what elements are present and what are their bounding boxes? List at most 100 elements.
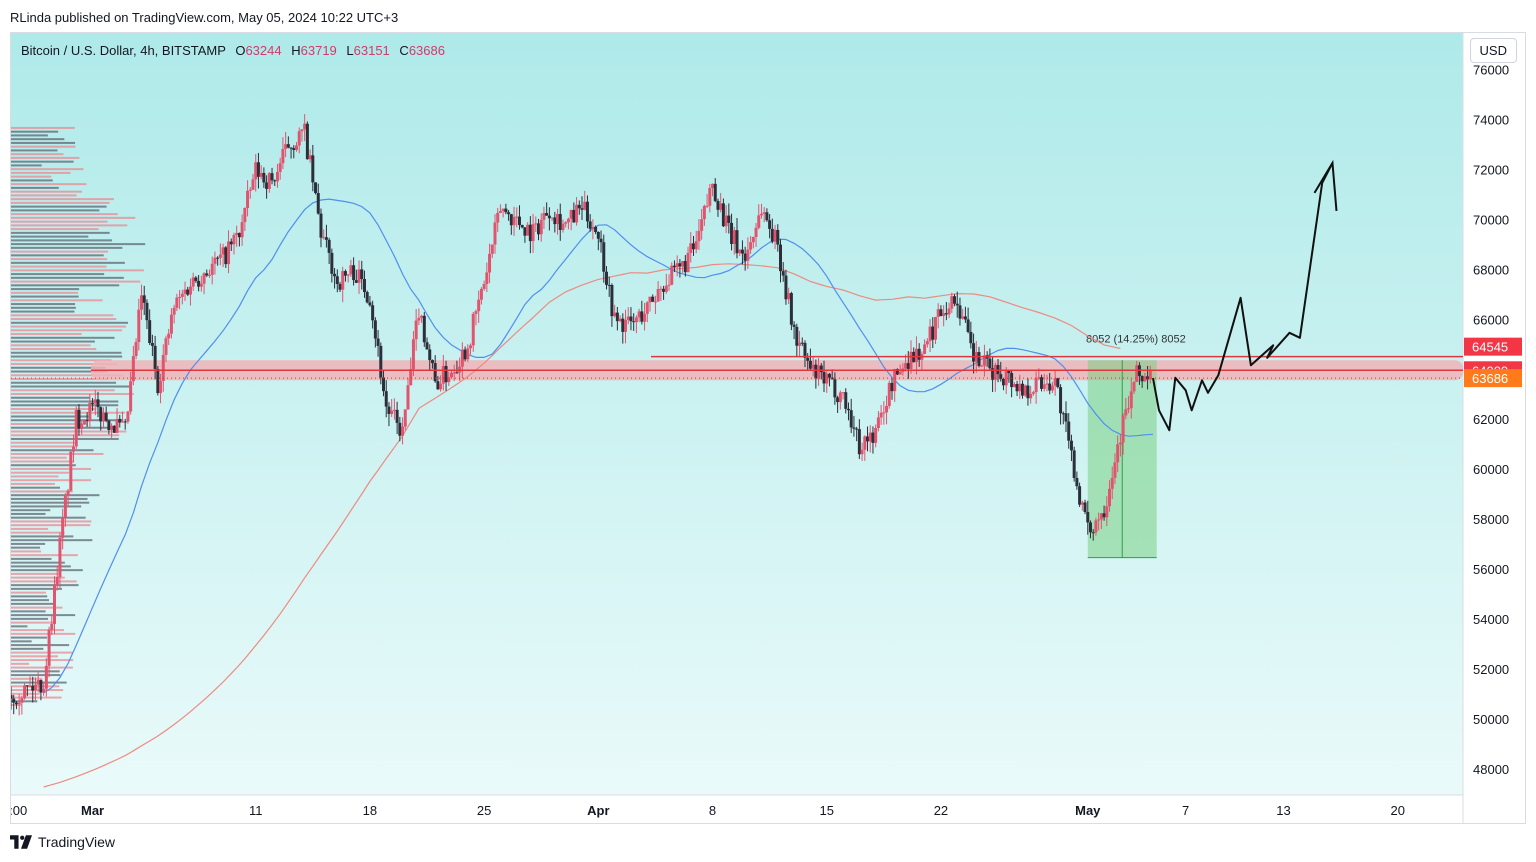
candle-body — [237, 232, 241, 238]
candle-body — [604, 271, 608, 285]
candle-body — [164, 338, 168, 355]
published-by-line: RLinda published on TradingView.com, May… — [10, 10, 399, 25]
candle-body — [876, 417, 880, 429]
candle-body — [126, 411, 130, 422]
volume-profile-bar — [11, 617, 49, 620]
candle-body — [267, 173, 271, 189]
candle-body — [1078, 486, 1082, 505]
volume-profile-bar — [11, 441, 76, 444]
candle-body — [368, 302, 372, 306]
candle-body — [360, 269, 364, 280]
candle-body — [1045, 383, 1049, 385]
volume-profile-bar — [11, 411, 126, 414]
candle-body — [651, 296, 655, 302]
volume-profile-bar — [11, 216, 136, 219]
candle-body — [447, 377, 451, 383]
candle-body — [520, 225, 524, 228]
candle-body — [1099, 513, 1103, 520]
volume-profile-bar — [11, 299, 103, 302]
candle-body — [898, 371, 902, 375]
price-tick-label: 74000 — [1473, 112, 1509, 127]
candle-body — [955, 303, 959, 306]
candle-body — [191, 277, 195, 287]
candle-body — [885, 405, 889, 413]
volume-profile-bar — [11, 524, 91, 527]
candle-body — [583, 201, 587, 210]
candle-body — [860, 449, 864, 455]
volume-profile-bar — [11, 381, 117, 384]
candle-body — [855, 428, 859, 430]
candle-body — [594, 226, 598, 233]
candle-body — [365, 292, 369, 303]
candle-body — [887, 382, 891, 406]
volume-profile-bar — [11, 190, 82, 193]
volume-profile-bar — [11, 209, 100, 212]
volume-profile-bar — [11, 546, 41, 549]
candle-body — [939, 309, 943, 317]
candle-body — [561, 223, 565, 230]
time-tick-label: 11 — [249, 803, 263, 818]
candle-body — [1135, 365, 1139, 383]
candle-body — [746, 249, 750, 261]
volume-profile-bar — [11, 363, 118, 366]
candle-body — [101, 412, 105, 422]
candle-body — [569, 209, 573, 219]
candle-body — [596, 232, 600, 239]
volume-profile-bar — [11, 273, 105, 276]
candle-body — [395, 409, 399, 423]
candle-body — [216, 257, 220, 259]
low-key: L — [346, 43, 354, 58]
candle-body — [376, 338, 380, 346]
candle-body — [893, 369, 897, 392]
candle-body — [1072, 450, 1076, 478]
candle-body — [719, 203, 723, 210]
volume-profile-bar — [11, 557, 52, 560]
candle-body — [145, 302, 149, 321]
candle-body — [1088, 522, 1092, 533]
candle-body — [664, 285, 668, 292]
candle-body — [1040, 377, 1044, 389]
volume-profile-bar — [11, 213, 118, 216]
candle-body — [1118, 442, 1122, 445]
candle-body — [779, 244, 783, 272]
candle-body — [732, 230, 736, 245]
candle-body — [806, 357, 810, 361]
candle-body — [349, 265, 353, 275]
volume-profile-bar — [11, 422, 88, 425]
price-tag-label: 63686 — [1472, 371, 1508, 386]
volume-profile-bar — [11, 134, 48, 137]
candle-body — [104, 412, 108, 421]
volume-profile-bar — [11, 467, 91, 470]
candle-body — [314, 182, 318, 194]
candle-body — [327, 239, 331, 253]
volume-profile-bar — [11, 677, 43, 680]
candle-body — [512, 216, 516, 226]
candle-body — [490, 244, 494, 254]
candle-body — [1042, 384, 1046, 389]
candle-body — [501, 208, 505, 212]
volume-profile-bar — [11, 434, 120, 437]
volume-profile-bar — [11, 542, 46, 545]
currency-button[interactable]: USD — [1469, 38, 1517, 63]
candle-body — [224, 247, 228, 265]
candle-body — [11, 695, 13, 699]
candle-body — [618, 318, 622, 322]
candle-body — [469, 345, 473, 349]
candle-body — [836, 397, 840, 403]
candle-body — [1067, 421, 1071, 441]
chart-canvas[interactable]: 8052 (14.25%) 8052 76000 74000 72000 70000 6… — [11, 33, 1526, 824]
chart-frame[interactable]: 8052 (14.25%) 8052 76000 74000 72000 70000 6… — [10, 32, 1526, 824]
candle-body — [69, 451, 73, 491]
volume-profile-bar — [11, 629, 65, 632]
candle-body — [653, 301, 657, 303]
volume-profile-bar — [11, 580, 77, 583]
candle-body — [844, 392, 848, 409]
candle-body — [455, 372, 459, 374]
volume-profile-bar — [11, 640, 32, 643]
volume-profile-bar — [11, 494, 100, 497]
candle-body — [297, 131, 301, 146]
volume-profile-bar — [11, 310, 75, 313]
candle-body — [80, 424, 84, 429]
candle-body — [1121, 415, 1125, 443]
candle-body — [248, 189, 252, 191]
